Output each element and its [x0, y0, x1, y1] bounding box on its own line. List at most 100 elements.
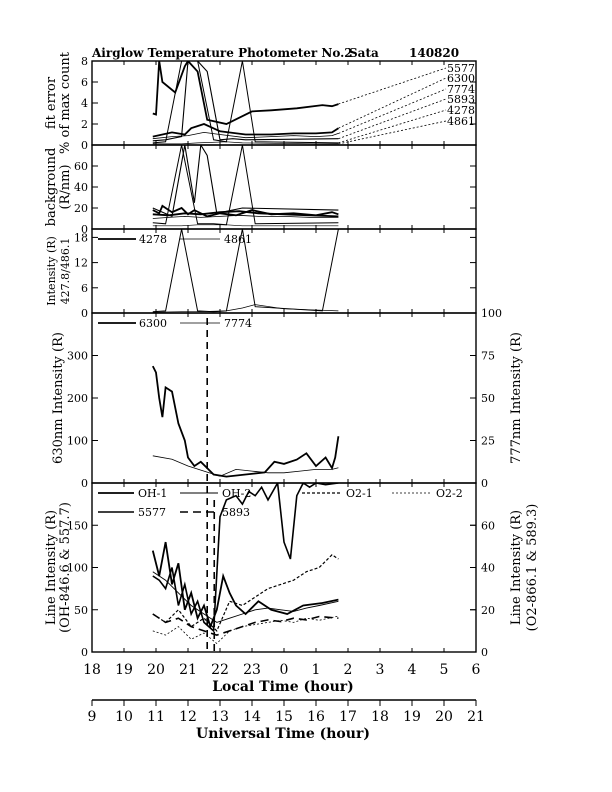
- series-line-4278: [152, 61, 339, 144]
- y-tick-label: 0: [81, 139, 88, 152]
- y-tick-label: 0: [81, 646, 88, 659]
- panel-legend: 4278 4861: [98, 233, 252, 246]
- y-right-tick-label: 40: [481, 562, 495, 575]
- y-tick-label: 8: [81, 55, 88, 68]
- x-ut-tick-label: 13: [211, 709, 229, 725]
- legend-leader: [338, 67, 447, 105]
- x-ut-tick-label: 20: [435, 709, 453, 725]
- legend-label-O2-1: O2-1: [346, 487, 373, 500]
- x-local-tick-label: 4: [408, 662, 417, 678]
- panel-intensity_427: 0 6 12 18 Intensity (R) 427.8/486.1 4278 4861: [45, 228, 477, 320]
- y-tick-label: 40: [74, 181, 88, 194]
- panel-fit_error: 0 2 4 6 8 fit error% of max count 557763007774…: [44, 51, 477, 154]
- series-line-5893: [152, 61, 339, 142]
- y-axis-label-2: (OH-846.6 & 557.7): [58, 502, 73, 633]
- legend-label-4278: 4278: [139, 233, 167, 246]
- x-local-tick-label: 18: [83, 662, 101, 678]
- series-line-6300: [152, 210, 339, 218]
- series-line-o2-1: [152, 554, 339, 632]
- legend-label-7774: 7774: [224, 317, 252, 330]
- y-right-tick-label: 0: [481, 477, 488, 490]
- series-line-7774: [152, 131, 339, 140]
- legend-label-6300: 6300: [447, 72, 475, 85]
- y-tick-label: 0: [81, 223, 88, 236]
- x-local-tick-label: 21: [179, 662, 197, 678]
- x-ut-tick-label: 10: [115, 709, 133, 725]
- legend-label-6300: 6300: [139, 317, 167, 330]
- y-tick-label: 4: [81, 97, 88, 110]
- y-axis-label: Intensity (R): [45, 236, 58, 306]
- x-ut-tick-label: 16: [307, 709, 325, 725]
- x-ut-tick-label: 9: [88, 709, 97, 725]
- y-axis-label-2: % of max count: [58, 51, 73, 154]
- legend-label-5893: 5893: [447, 93, 475, 106]
- x-local-tick-label: 0: [280, 662, 289, 678]
- series-group: [151, 483, 339, 645]
- y-axis-label: 630nm Intensity (R): [51, 332, 66, 464]
- y-tick-label: 6: [81, 282, 88, 295]
- y-right-axis-label-2: (O2-866.1 & 589.3): [525, 504, 540, 632]
- legend-label-O2-2: O2-2: [436, 487, 463, 500]
- y-right-tick-label: 50: [481, 392, 495, 405]
- y-right-axis-label: 777nm Intensity (R): [509, 332, 524, 464]
- x-ut-tick-label: 15: [275, 709, 293, 725]
- legend-label-4861: 4861: [447, 115, 475, 128]
- legend-label-5577: 5577: [447, 62, 475, 75]
- y-tick-label: 2: [81, 118, 88, 131]
- legend-leader: [338, 98, 447, 140]
- y-axis-label: fit error: [44, 76, 59, 129]
- legend-label-5577: 5577: [138, 506, 166, 519]
- chart-date: 140820: [409, 46, 459, 60]
- x-local-tick-label: 2: [344, 662, 353, 678]
- x-ut-tick-label: 17: [339, 709, 357, 725]
- y-right-tick-label: 0: [481, 646, 488, 659]
- legend-label-OH-2: OH-2: [222, 487, 251, 500]
- x-local-tick-label: 22: [211, 662, 229, 678]
- series-line-7774: [152, 214, 339, 219]
- panel-legend: 6300 7774: [98, 317, 252, 330]
- legend-label-5893: 5893: [222, 506, 250, 519]
- y-tick-label: 50: [74, 604, 88, 617]
- y-axis-label: Line Intensity (R): [44, 510, 59, 625]
- series-line-5577: [152, 61, 339, 125]
- series-group: [151, 365, 340, 478]
- series-line-7774: [152, 455, 339, 477]
- series-group: [152, 229, 339, 313]
- x-ut-tick-label: 12: [179, 709, 197, 725]
- legend-leader: [338, 77, 447, 129]
- series-line-5577: [152, 483, 339, 633]
- series-line-oh-1: [151, 541, 339, 630]
- x-local-tick-label: 6: [472, 662, 481, 678]
- x-ut-tick-label: 21: [467, 709, 485, 725]
- y-tick-label: 150: [67, 519, 88, 532]
- x-local-tick-label: 3: [376, 662, 385, 678]
- y-axis-label-2: 427.8/486.1: [59, 238, 72, 305]
- series-group: [152, 145, 339, 227]
- y-axis-label: background: [44, 148, 59, 227]
- y-right-tick-label: 75: [481, 350, 495, 363]
- x-local-tick-label: 1: [312, 662, 321, 678]
- x-axes: 18 19 20 21 22 23 0 1 2 3 4 5 69 10 11 12 13 14 15 16 17 18 19…: [83, 662, 485, 725]
- x-local-tick-label: 23: [243, 662, 261, 678]
- series-line-5893: [152, 145, 339, 218]
- y-right-tick-label: 25: [481, 435, 495, 448]
- panel-frame: [91, 60, 477, 146]
- series-group: [152, 61, 339, 145]
- chart-station: Sata: [349, 46, 379, 60]
- y-tick-label: 18: [74, 231, 88, 244]
- y-tick-label: 0: [81, 307, 88, 320]
- legend-leader: [338, 109, 447, 144]
- y-tick-label: 200: [67, 392, 88, 405]
- x-axis-label-local: Local Time (hour): [212, 679, 354, 695]
- y-tick-label: 12: [74, 257, 88, 270]
- panel-frame: [91, 312, 477, 484]
- event-markers: [206, 318, 216, 652]
- legend-label-4278: 4278: [447, 104, 475, 117]
- series-line-5893: [152, 613, 339, 636]
- panel-background: 0 20 40 60 background (R/nm): [44, 144, 477, 236]
- x-ut-tick-label: 19: [403, 709, 421, 725]
- y-tick-label: 300: [67, 350, 88, 363]
- legend-label-7774: 7774: [447, 83, 475, 96]
